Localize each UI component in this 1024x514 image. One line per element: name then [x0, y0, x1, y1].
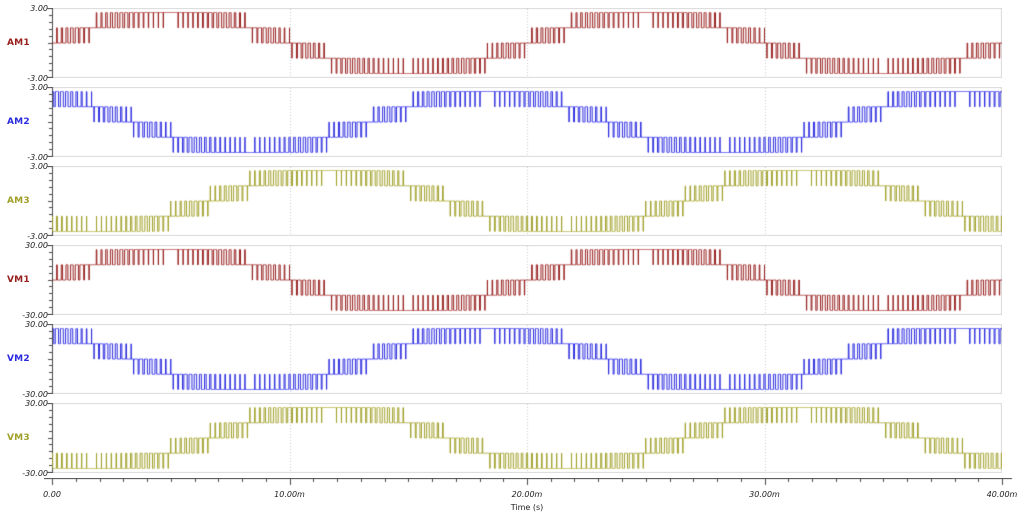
signal-label-am3: AM3 [7, 196, 30, 206]
panel-vm3: VM3 30.00 -30.00 [0, 399, 1024, 478]
time-axis-title: Time (s) [510, 503, 544, 512]
panel-am3: AM3 3.00 -3.00 [0, 162, 1024, 241]
time-axis-tick-label: 30.00m [749, 490, 780, 499]
time-axis-tick-label: 10.00m [274, 490, 305, 499]
waveform-plot-vm3[interactable] [44, 403, 1002, 473]
y-axis-min-label: -3.00 [27, 232, 48, 241]
waveform-plot-vm2[interactable] [44, 324, 1002, 394]
y-axis-max-label: 30.00 [25, 320, 48, 329]
panel-am1: AM1 3.00 -3.00 [0, 4, 1024, 83]
panel-am2: AM2 3.00 -3.00 [0, 83, 1024, 162]
y-axis-max-label: 3.00 [30, 4, 48, 13]
panel-vm1: VM1 30.00 -30.00 [0, 241, 1024, 320]
signal-label-vm2: VM2 [7, 354, 30, 364]
time-axis: 0.00 10.00m 20.00m 30.00m 40.00m Time (s) [43, 478, 1017, 514]
waveform-plot-vm1[interactable] [44, 245, 1002, 315]
signal-label-vm1: VM1 [7, 275, 30, 285]
time-axis-line [44, 478, 1014, 490]
y-axis-min-label: -30.00 [22, 390, 48, 399]
signal-label-am2: AM2 [7, 117, 30, 127]
y-axis-max-label: 30.00 [25, 399, 48, 408]
y-axis-min-label: -30.00 [22, 311, 48, 320]
time-axis-tick-label: 20.00m [511, 490, 543, 499]
time-axis-tick-label: 0.00 [43, 490, 61, 499]
waveform-plot-am2[interactable] [44, 87, 1002, 157]
y-axis-min-label: -3.00 [27, 74, 48, 83]
time-axis-tick-label: 40.00m [986, 490, 1018, 499]
y-axis-max-label: 3.00 [30, 162, 48, 171]
y-axis-min-label: -30.00 [22, 469, 48, 478]
y-axis-max-label: 30.00 [25, 241, 48, 250]
y-axis-min-label: -3.00 [27, 153, 48, 162]
signal-label-vm3: VM3 [7, 433, 30, 443]
waveform-plot-am1[interactable] [44, 8, 1002, 78]
waveform-plot-am3[interactable] [44, 166, 1002, 236]
y-axis-max-label: 3.00 [30, 83, 48, 92]
signal-label-am1: AM1 [7, 38, 30, 48]
panel-vm2: VM2 30.00 -30.00 [0, 320, 1024, 399]
